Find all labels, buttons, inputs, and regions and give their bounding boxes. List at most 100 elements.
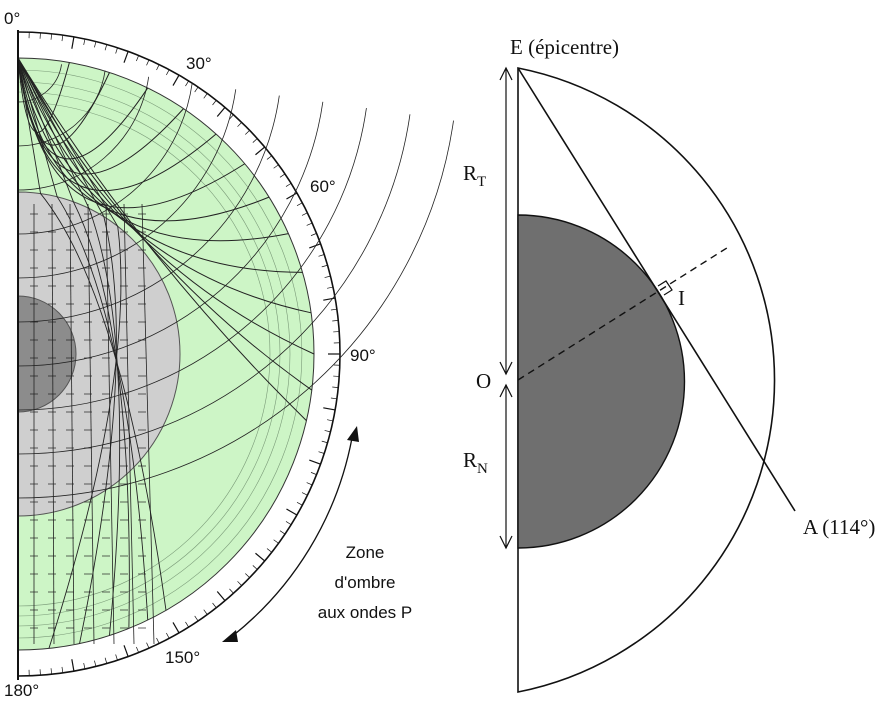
scale-tick [229,588,234,594]
scale-tick [136,646,139,653]
core-ray-line [105,203,115,645]
shadow-zone-arrowhead-top [347,426,359,442]
mantle-layer-3 [17,101,271,607]
scale-tick [216,106,226,117]
scale-tick [83,38,86,45]
scale-tick [237,581,242,586]
scale-tick [185,621,189,628]
scale-tick [266,155,272,160]
scale-tick [83,663,86,670]
scale-tick [318,254,325,257]
angle-label-90: 90° [350,346,376,365]
scale-tick [255,552,266,562]
scale-tick [321,264,328,268]
p-wave-ray-paths-figure: 0° 30° 60° 90° 150° 180° Zone d'ombre au… [4,9,454,700]
wavefront-arcs [17,64,454,499]
scale-tick [324,430,331,433]
shadow-zone-arrow [229,437,353,639]
shadow-zone-arrowhead-bottom [222,630,238,642]
scale-tick [330,397,337,400]
angle-label-0: 0° [4,9,20,28]
scale-tick [237,122,242,127]
mantle-layer-lines [17,69,303,639]
core-ray [17,57,117,644]
scale-tick [194,615,199,622]
core-half-disk [517,214,686,549]
scale-tick [273,539,279,544]
scale-tick [323,297,336,301]
epicentre-label: E (épicentre) [510,35,619,59]
wavefront-arc [17,89,237,279]
shadow-zone-line-1: Zone [346,543,385,562]
scale-tick [172,622,180,634]
scale-tick [185,80,189,87]
scale-tick [71,36,75,49]
ray-e-to-a [517,67,796,512]
tangent-point-label: I [678,286,685,310]
scale-tick [310,233,317,236]
scale-tick [324,275,331,278]
scale-tick [301,492,308,496]
scale-tick [309,243,321,249]
scale-tick [115,47,118,54]
geometry-construction-figure: E (épicentre) RT O RN I A (114°) [463,35,875,693]
scale-tick [327,419,334,422]
scale-tick [301,212,308,216]
wavefront-arc [17,120,454,499]
mantle-ray [17,57,70,133]
arrival-point-label: A (114°) [803,515,875,539]
scale-tick [286,192,298,200]
seismic-rays [17,57,315,649]
scale-tick [146,642,150,649]
mantle-ray [17,57,307,421]
core-ray [17,57,122,649]
scale-tick [123,645,129,657]
mantle-ray [17,57,246,209]
mantle-layer-2 [17,91,281,617]
scale-tick [172,74,180,86]
scale-tick [71,659,75,672]
scale-tick [156,64,160,71]
scale-tick [273,164,279,169]
scale-tick [123,51,129,63]
scale-tick [166,69,170,76]
scale-tick [306,482,313,486]
degree-scale-ticks [17,32,340,676]
radius-through-i [517,245,731,381]
scale-tick [285,521,292,525]
scale-tick [286,508,298,516]
scale-tick [245,573,250,578]
angle-label-150: 150° [165,648,200,667]
mantle-ray [17,57,270,222]
scale-tick [212,100,217,106]
core-ray-line [87,203,95,645]
rn-arrow-bottom [499,535,513,550]
radius-core-label: RN [463,448,488,477]
scale-tick [229,114,234,120]
mantle-layer-0 [17,69,303,639]
scale-tick [61,666,64,673]
scale-tick [50,33,53,40]
scale-tick [104,657,108,664]
scale-tick [327,286,334,289]
core-ray-line [69,203,75,645]
scale-tick [245,130,250,135]
scale-tick [61,35,64,42]
scale-tick [285,183,292,187]
scale-tick [194,86,199,93]
scale-tick [156,637,160,644]
scale-tick [50,668,53,675]
scale-tick [252,565,258,570]
scale-tick [94,660,97,667]
wavefront-arc [17,114,411,455]
scale-tick [318,451,325,454]
core-ray-line [141,203,155,645]
wavefront-arc [17,70,106,147]
shadow-zone-line-2: d'ombre [335,573,396,592]
core-ray [17,57,167,611]
scale-tick [212,602,217,608]
scale-tick [216,591,226,602]
scale-tick [146,59,150,66]
wavefront-arc [17,76,150,191]
wavefront-arc [17,101,324,367]
